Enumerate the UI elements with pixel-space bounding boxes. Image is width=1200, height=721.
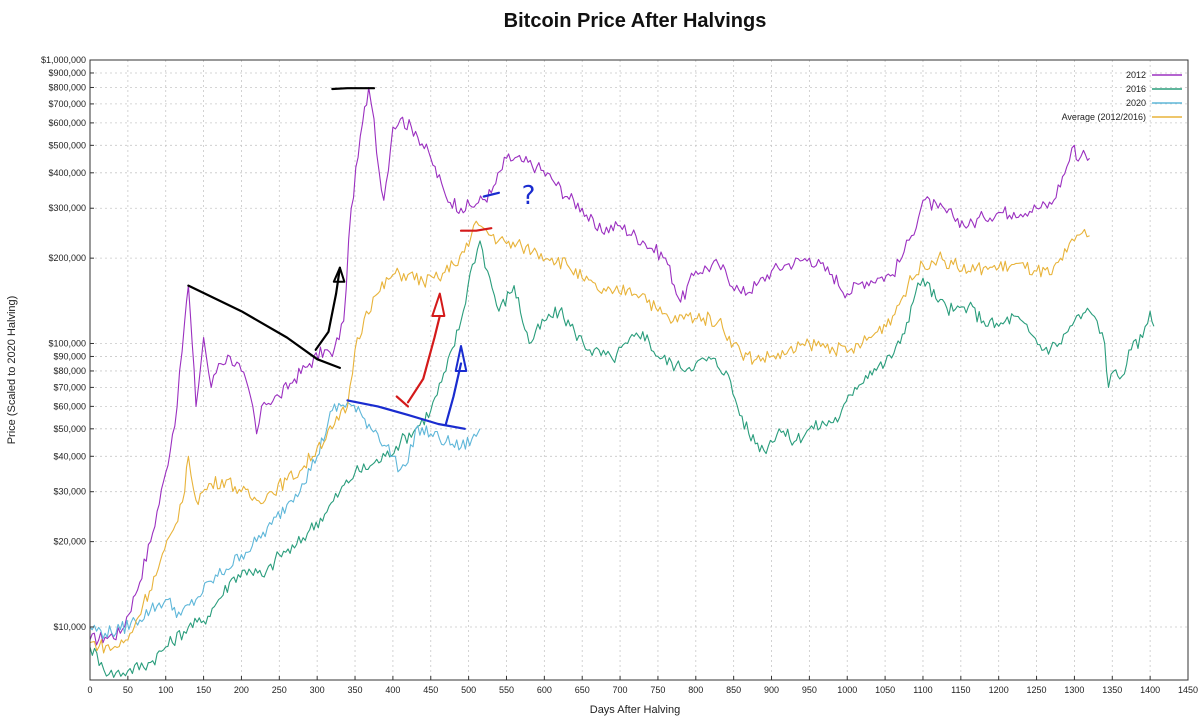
y-tick-label: $50,000	[53, 424, 86, 434]
y-tick-label: $200,000	[48, 253, 86, 263]
series-line-2	[89, 401, 481, 640]
annotation-blue-dash	[482, 191, 500, 198]
y-tick-label: $60,000	[53, 401, 86, 411]
x-tick-label: 900	[764, 685, 779, 695]
tick-layer: 0 50 100 150 200 250 300 350 400 450 500 550 600 650 7…	[41, 55, 1198, 695]
y-tick-label: $20,000	[53, 537, 86, 547]
x-tick-label: 100	[158, 685, 173, 695]
y-tick-label: $300,000	[48, 203, 86, 213]
x-tick-label: 800	[688, 685, 703, 695]
y-tick-label: $900,000	[48, 68, 86, 78]
x-tick-label: 600	[537, 685, 552, 695]
annotation-black-arrow	[314, 266, 341, 351]
x-tick-label: 550	[499, 685, 514, 695]
y-tick-label: $800,000	[48, 82, 86, 92]
x-tick-label: 200	[234, 685, 249, 695]
y-tick-label: $700,000	[48, 99, 86, 109]
legend-label-3: Average (2012/2016)	[1062, 112, 1146, 122]
x-axis-label: Days After Halving	[590, 704, 680, 716]
annotation-blue-arrow	[444, 362, 463, 426]
y-axis-label: Price (Scaled to 2020 Halving)	[6, 296, 18, 445]
annotation-red-small	[395, 395, 410, 408]
x-tick-label: 700	[613, 685, 628, 695]
x-tick-label: 750	[650, 685, 665, 695]
x-tick-label: 1300	[1064, 685, 1084, 695]
y-tick-label: $500,000	[48, 140, 86, 150]
annotation-layer: ?	[187, 87, 536, 430]
annotation-red-arrow	[406, 314, 441, 404]
series-line-1	[89, 240, 1155, 678]
x-tick-label: 350	[348, 685, 363, 695]
x-tick-label: 950	[802, 685, 817, 695]
x-tick-label: 850	[726, 685, 741, 695]
x-tick-label: 1350	[1102, 685, 1122, 695]
x-tick-label: 50	[123, 685, 133, 695]
y-tick-label: $70,000	[53, 382, 86, 392]
x-tick-label: 1050	[875, 685, 895, 695]
x-tick-label: 150	[196, 685, 211, 695]
y-tick-label: $30,000	[53, 487, 86, 497]
x-tick-label: 1200	[989, 685, 1009, 695]
y-tick-label: $400,000	[48, 168, 86, 178]
x-tick-label: 1450	[1178, 685, 1198, 695]
annotation-black-dash-top	[331, 87, 376, 91]
series-line-0	[89, 86, 1090, 646]
x-tick-label: 650	[575, 685, 590, 695]
annotation-blue-arrow-head	[454, 345, 468, 372]
chart-title: Bitcoin Price After Halvings	[504, 10, 767, 32]
annotation-blue-line	[346, 399, 466, 430]
x-tick-label: 450	[423, 685, 438, 695]
legend-label-2: 2020	[1126, 98, 1146, 108]
y-tick-label: $1,000,000	[41, 55, 86, 65]
x-tick-label: 1250	[1027, 685, 1047, 695]
legend-label-1: 2016	[1126, 84, 1146, 94]
plot-frame	[89, 59, 1189, 681]
annotation-black-arrow-head	[332, 266, 346, 283]
annotation-red-dash	[459, 227, 493, 232]
annotation-black-line	[187, 284, 341, 369]
series-line-3	[89, 220, 1090, 654]
series-layer	[89, 86, 1155, 678]
y-tick-label: $10,000	[53, 622, 86, 632]
legend-label-0: 2012	[1126, 70, 1146, 80]
y-tick-label: $40,000	[53, 451, 86, 461]
x-tick-label: 1100	[913, 685, 932, 695]
grid-layer	[89, 59, 1189, 680]
x-tick-label: 300	[310, 685, 325, 695]
legend: 2012 2016 2020 Average (2012/2016)	[1062, 70, 1182, 122]
x-tick-label: 250	[272, 685, 287, 695]
x-tick-label: 1000	[837, 685, 857, 695]
y-tick-label: $90,000	[53, 351, 86, 361]
annotation-red-arrow-head	[431, 292, 446, 317]
x-tick-label: 500	[461, 685, 476, 695]
x-tick-label: 400	[385, 685, 400, 695]
y-tick-label: $600,000	[48, 118, 86, 128]
x-tick-label: 1150	[951, 685, 970, 695]
x-tick-label: 1400	[1140, 685, 1160, 695]
y-tick-label: $100,000	[48, 338, 86, 348]
annotation-question-mark: ?	[522, 181, 536, 211]
y-tick-label: $80,000	[53, 366, 86, 376]
x-tick-label: 0	[87, 685, 92, 695]
